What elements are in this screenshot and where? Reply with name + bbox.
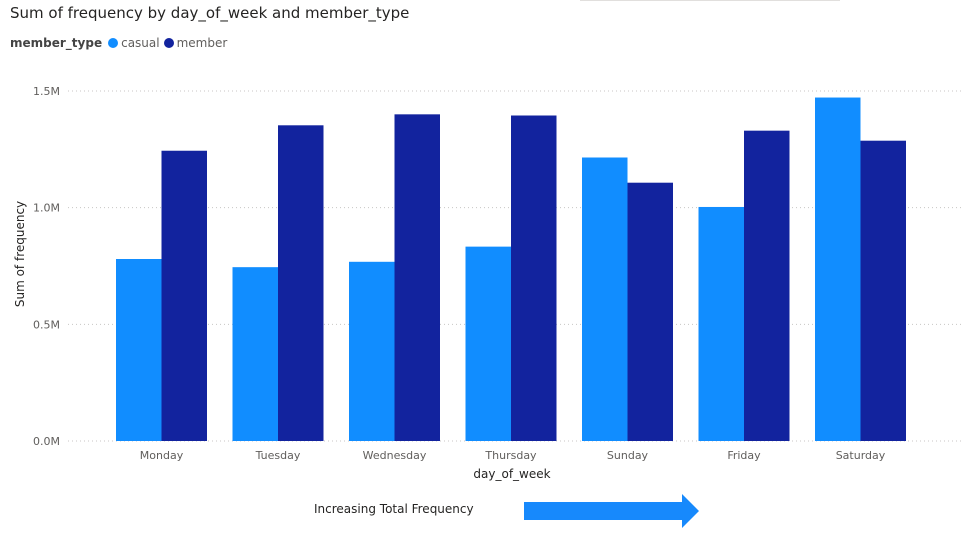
legend-dot-member (163, 38, 174, 48)
bar-member-saturday[interactable] (860, 140, 907, 441)
y-tick-label: 1.5M (33, 85, 60, 98)
legend: member_type casual member (10, 36, 231, 50)
bar-casual-monday[interactable] (116, 259, 162, 441)
x-tick-label-tuesday: Tuesday (255, 449, 301, 462)
x-tick-labels: Monday Tuesday Wednesday Thursday Sunday Frid… (140, 449, 886, 462)
legend-dot-casual (108, 38, 119, 48)
bar-casual-friday[interactable] (698, 206, 745, 441)
y-tick-label: 1.0M (33, 202, 60, 215)
right-arrow-icon (524, 494, 699, 528)
x-axis-title: day_of_week (473, 467, 550, 481)
bar-member-friday[interactable] (744, 130, 790, 441)
bar-member-thursday[interactable] (511, 115, 557, 442)
legend-title: member_type (10, 36, 103, 50)
y-tick-label: 0.5M (33, 318, 60, 331)
bar-member-wednesday[interactable] (394, 114, 441, 441)
y-tick-label: 0.0M (33, 435, 60, 448)
bar-casual-tuesday[interactable] (232, 267, 279, 441)
bar-member-tuesday[interactable] (278, 125, 324, 442)
legend-label-member: member (176, 36, 228, 50)
y-axis-title: Sum of frequency (13, 201, 27, 307)
bars (116, 97, 907, 442)
annotation-text: Increasing Total Frequency (314, 502, 474, 516)
bar-member-monday[interactable] (161, 150, 208, 441)
top-divider-line (580, 0, 840, 1)
chart-title: Sum of frequency by day_of_week and memb… (10, 4, 410, 22)
x-tick-label-monday: Monday (140, 449, 184, 462)
x-tick-label-sunday: Sunday (607, 449, 649, 462)
y-tick-labels: 0.0M 0.5M 1.0M 1.5M (33, 85, 60, 448)
gridlines (68, 90, 962, 442)
legend-entry-casual[interactable]: casual (108, 36, 160, 50)
bar-casual-wednesday[interactable] (349, 261, 395, 441)
bar-casual-saturday[interactable] (815, 97, 861, 442)
legend-label-casual: casual (121, 36, 160, 50)
x-tick-label-saturday: Saturday (836, 449, 886, 462)
bar-casual-thursday[interactable] (465, 246, 512, 441)
legend-entry-member[interactable]: member (163, 36, 228, 50)
x-tick-label-friday: Friday (727, 449, 761, 462)
x-tick-label-thursday: Thursday (484, 449, 537, 462)
bar-member-sunday[interactable] (627, 182, 674, 441)
bar-casual-sunday[interactable] (582, 157, 628, 442)
x-tick-label-wednesday: Wednesday (363, 449, 427, 462)
